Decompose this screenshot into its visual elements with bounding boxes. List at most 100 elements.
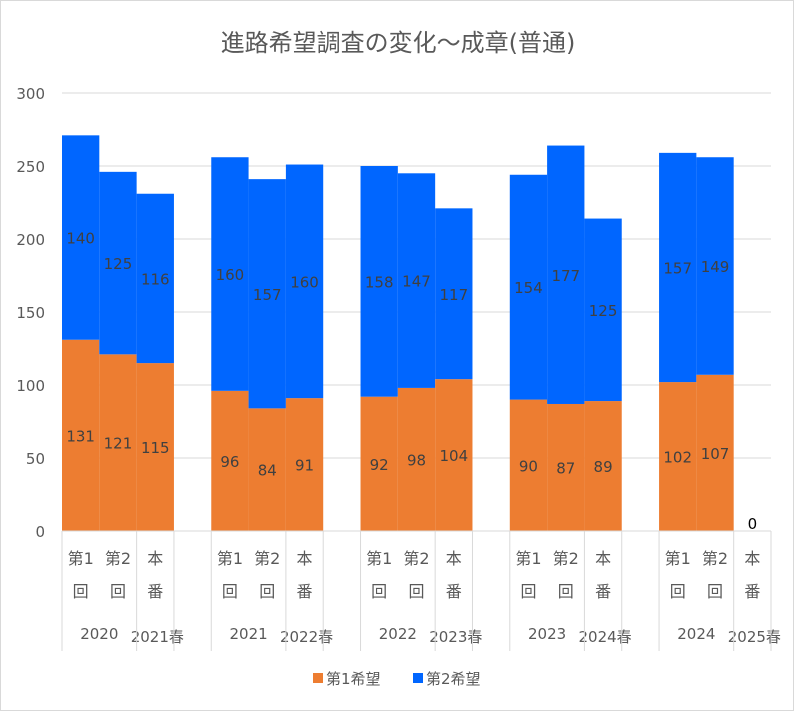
bar-segment — [397, 387, 436, 531]
category-label: 本 — [147, 549, 163, 568]
category-label: 本 — [744, 549, 760, 568]
category-label: 番 — [147, 582, 163, 601]
category-label: 第2 — [254, 549, 280, 568]
bar-segment — [62, 339, 100, 531]
legend-swatch — [413, 673, 423, 683]
data-label: 160 — [290, 273, 319, 291]
bar-segment — [285, 398, 324, 531]
bar-segment — [360, 396, 398, 531]
bar-segment — [696, 374, 734, 531]
legend-label: 第1希望 — [326, 670, 381, 688]
bar-segment — [547, 403, 585, 531]
bar-segment — [62, 135, 100, 340]
group-year-label: 2023 — [528, 625, 566, 643]
bar-segment — [136, 193, 174, 364]
category-label: 第1 — [515, 549, 541, 568]
data-label: 131 — [66, 427, 95, 445]
group-year-label: 2020 — [80, 625, 118, 643]
y-tick-label: 150 — [16, 304, 45, 322]
data-label: 157 — [253, 286, 282, 304]
category-label: 回 — [670, 582, 686, 601]
category-label: 第2 — [403, 549, 429, 568]
y-tick-label: 0 — [35, 523, 45, 541]
bar-segment — [211, 157, 249, 391]
data-label: 125 — [104, 255, 133, 273]
y-tick-label: 300 — [16, 85, 45, 103]
y-tick-label: 50 — [26, 450, 45, 468]
group-spring-label: 2025春 — [728, 628, 781, 646]
y-tick-label: 100 — [16, 377, 45, 395]
group-spring-label: 2021春 — [131, 628, 184, 646]
data-label: 92 — [370, 456, 389, 474]
data-label: 147 — [402, 273, 431, 291]
bar-segment — [584, 218, 622, 402]
data-label: 96 — [220, 453, 239, 471]
data-label: 140 — [66, 230, 95, 248]
category-label: 回 — [222, 582, 238, 601]
data-label: 104 — [439, 447, 468, 465]
category-label: 回 — [73, 582, 89, 601]
bar-segment — [99, 354, 137, 531]
bar-segment — [584, 401, 622, 531]
bar-segment — [696, 157, 734, 375]
bar-segment — [509, 174, 548, 400]
category-label: 第1 — [217, 549, 243, 568]
data-label: 116 — [141, 270, 170, 288]
group-spring-label: 2023春 — [429, 628, 482, 646]
category-label: 本 — [595, 549, 611, 568]
bar-segment — [435, 379, 473, 531]
group-spring-label: 2022春 — [280, 628, 333, 646]
data-label: 121 — [104, 435, 133, 453]
data-label: 117 — [439, 286, 468, 304]
data-label: 87 — [556, 459, 575, 477]
data-label: 154 — [514, 279, 543, 297]
data-label: 90 — [519, 457, 538, 475]
category-label: 番 — [297, 582, 313, 601]
data-label: 89 — [594, 458, 613, 476]
group-year-label: 2022 — [379, 625, 417, 643]
data-label: 157 — [663, 259, 692, 277]
group-year-label: 2024 — [677, 625, 715, 643]
bar-segment — [99, 171, 137, 355]
data-label: 91 — [295, 457, 314, 475]
bar-segment — [248, 179, 286, 409]
bar-segment — [547, 145, 585, 404]
data-label: 177 — [551, 267, 580, 285]
y-tick-label: 200 — [16, 231, 45, 249]
category-label: 回 — [520, 582, 536, 601]
bar-segment — [659, 152, 697, 383]
category-label: 本 — [297, 549, 313, 568]
legend-label: 第2希望 — [426, 670, 481, 688]
category-label: 回 — [110, 582, 126, 601]
category-label: 回 — [558, 582, 574, 601]
data-label: 102 — [663, 449, 692, 467]
bar-segment — [435, 208, 473, 380]
category-label: 回 — [371, 582, 387, 601]
category-label: 回 — [408, 582, 424, 601]
category-label: 第2 — [702, 549, 728, 568]
data-label: 107 — [701, 445, 730, 463]
category-label: 番 — [446, 582, 462, 601]
data-label: 0 — [748, 515, 758, 533]
chart-title: 進路希望調査の変化～成章(普通) — [221, 29, 576, 57]
data-label: 84 — [258, 462, 277, 480]
bar-segment — [659, 382, 697, 531]
y-tick-label: 250 — [16, 158, 45, 176]
data-label: 125 — [589, 302, 618, 320]
category-label: 第1 — [665, 549, 691, 568]
legend-swatch — [313, 673, 323, 683]
bar-segment — [211, 390, 249, 531]
bar-segment — [397, 173, 436, 388]
data-label: 115 — [141, 439, 170, 457]
bar-segment — [136, 363, 174, 531]
group-spring-label: 2024春 — [578, 628, 631, 646]
category-label: 回 — [707, 582, 723, 601]
category-label: 本 — [446, 549, 462, 568]
category-label: 第2 — [553, 549, 579, 568]
category-label: 番 — [595, 582, 611, 601]
category-label: 回 — [259, 582, 275, 601]
category-label: 第1 — [366, 549, 392, 568]
group-year-label: 2021 — [229, 625, 267, 643]
category-label: 第2 — [105, 549, 131, 568]
